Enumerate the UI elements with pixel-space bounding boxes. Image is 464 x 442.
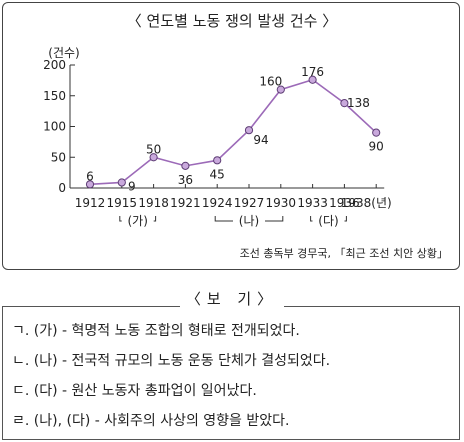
period-label: (가) [127,214,147,228]
data-points [85,75,381,189]
data-point [213,156,222,165]
data-point [149,153,158,162]
x-tick-label: 1918 [138,196,169,210]
bogi-item-2: ㄴ. (나) - 전국적 규모의 노동 운동 단체가 결성되었다. [12,353,331,369]
data-point [85,180,95,189]
chart-panel [2,2,460,270]
y-tick-label: 200 [43,58,66,72]
data-point [340,99,349,108]
y-tick-label: 100 [43,120,66,134]
x-tick-label: 1927 [234,196,265,210]
data-point [308,75,317,84]
data-point [372,128,381,137]
x-tick-label: 1924 [202,196,233,210]
x-tick-label: 1915 [107,196,138,210]
axes [69,65,385,189]
period-label: (나) [239,214,259,228]
data-label: 50 [146,142,161,156]
bogi-item-3: ㄷ. (다) - 원산 노동자 총파업이 일어났다. [12,383,257,399]
data-label: 9 [128,179,136,193]
data-label: 94 [253,133,268,147]
data-label: 6 [86,169,94,183]
data-label: 45 [210,167,225,181]
x-tick-label: 1912 [75,196,106,210]
series-polyline [89,78,377,186]
y-tick-label: 50 [51,150,66,164]
x-tick-label: 1938(년) [341,196,392,210]
x-tick-label: 1921 [170,196,201,210]
source-caption: 조선 총독부 경무국, 「최근 조선 치안 상황」 [240,247,448,260]
chart-title: 〈 연도별 노동 쟁의 발생 건수 〉 [127,12,337,30]
period-bracket [214,216,284,222]
bogi-item-1: ㄱ. (가) - 혁명적 노동 조합의 형태로 전개되었다. [12,323,300,339]
period-markers: (가) (나) (다) [119,214,347,228]
data-labels: 6 9 50 36 45 94 160 176 138 90 [86,65,384,194]
data-point [244,126,254,135]
x-tick-label: 1930 [266,196,297,210]
data-label: 160 [259,75,282,89]
y-ticks: 0 50 100 150 200 [43,58,75,195]
data-label: 36 [178,173,193,187]
y-tick-label: 150 [43,89,66,103]
x-ticks: 1912 1915 1918 1921 1924 1927 1930 1933 19361938… [75,184,392,210]
data-label: 176 [301,65,324,79]
y-tick-label: 0 [58,181,66,195]
data-point [117,178,126,187]
bogi-title-text: 〈보 기〉 [179,290,285,308]
line-chart: 〈 연도별 노동 쟁의 발생 건수 〉 (건수) 0 50 100 150 200 19… [43,12,448,260]
period-label: (다) [318,214,338,228]
series-line [89,78,377,186]
y-axis-label: (건수) [48,46,79,60]
bogi-item-4: ㄹ. (나), (다) - 사회주의 사상의 영향을 받았다. [12,413,290,429]
bogi-title: 〈보 기〉 [0,288,464,309]
period-bracket [119,216,157,222]
data-point [181,161,190,170]
x-tick-label: 1936 [329,196,360,210]
data-label: 138 [347,96,370,110]
x-tick-label: 1933 [297,196,328,210]
period-bracket [310,216,347,222]
data-point [276,85,285,94]
data-label: 90 [369,140,384,154]
